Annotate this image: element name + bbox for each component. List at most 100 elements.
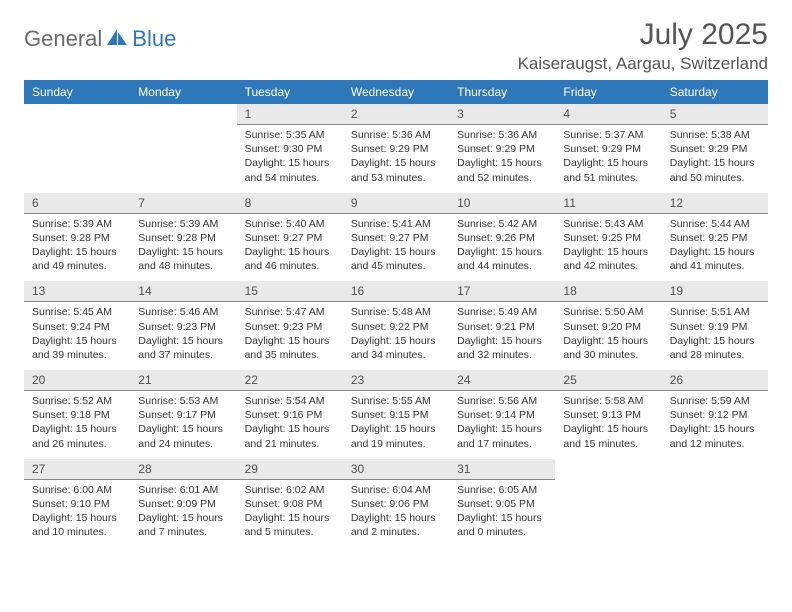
daylight-text: Daylight: 15 hours and 50 minutes. — [670, 156, 760, 184]
sunrise-text: Sunrise: 5:43 AM — [563, 217, 653, 231]
sunrise-text: Sunrise: 5:54 AM — [245, 394, 335, 408]
day-number: 23 — [343, 370, 449, 391]
day-cell: Sunrise: 5:35 AMSunset: 9:30 PMDaylight:… — [237, 125, 343, 193]
day-cell: Sunrise: 5:43 AMSunset: 9:25 PMDaylight:… — [555, 213, 661, 281]
daylight-text: Daylight: 15 hours and 49 minutes. — [32, 245, 122, 273]
day-cell: Sunrise: 6:01 AMSunset: 9:09 PMDaylight:… — [130, 479, 236, 547]
day-number: 22 — [237, 370, 343, 391]
day-number: 31 — [449, 459, 555, 480]
weekday-header: Wednesday — [343, 80, 449, 104]
day-cell: Sunrise: 5:48 AMSunset: 9:22 PMDaylight:… — [343, 302, 449, 370]
day-number: 13 — [24, 281, 130, 302]
day-cell: Sunrise: 5:47 AMSunset: 9:23 PMDaylight:… — [237, 302, 343, 370]
sunset-text: Sunset: 9:19 PM — [670, 320, 760, 334]
calendar-body: 12345Sunrise: 5:35 AMSunset: 9:30 PMDayl… — [24, 104, 768, 547]
sunset-text: Sunset: 9:18 PM — [32, 408, 122, 422]
sunset-text: Sunset: 9:26 PM — [457, 231, 547, 245]
sunrise-text: Sunrise: 5:56 AM — [457, 394, 547, 408]
day-number: 18 — [555, 281, 661, 302]
sunset-text: Sunset: 9:28 PM — [138, 231, 228, 245]
sunset-text: Sunset: 9:24 PM — [32, 320, 122, 334]
day-number: 24 — [449, 370, 555, 391]
sunrise-text: Sunrise: 6:04 AM — [351, 483, 441, 497]
location-subtitle: Kaiseraugst, Aargau, Switzerland — [518, 54, 768, 74]
sunrise-text: Sunrise: 5:41 AM — [351, 217, 441, 231]
sunset-text: Sunset: 9:05 PM — [457, 497, 547, 511]
sunrise-text: Sunrise: 5:46 AM — [138, 305, 228, 319]
day-number: 8 — [237, 193, 343, 214]
day-number: 10 — [449, 193, 555, 214]
weekday-header: Tuesday — [237, 80, 343, 104]
sunrise-text: Sunrise: 5:47 AM — [245, 305, 335, 319]
sunrise-text: Sunrise: 5:36 AM — [351, 128, 441, 142]
sunrise-text: Sunrise: 5:42 AM — [457, 217, 547, 231]
sunrise-text: Sunrise: 6:00 AM — [32, 483, 122, 497]
sunrise-text: Sunrise: 5:50 AM — [563, 305, 653, 319]
sunrise-text: Sunrise: 5:53 AM — [138, 394, 228, 408]
weekday-header: Thursday — [449, 80, 555, 104]
empty-cell — [24, 125, 130, 193]
daylight-text: Daylight: 15 hours and 46 minutes. — [245, 245, 335, 273]
sunset-text: Sunset: 9:16 PM — [245, 408, 335, 422]
day-cell: Sunrise: 5:42 AMSunset: 9:26 PMDaylight:… — [449, 213, 555, 281]
sunset-text: Sunset: 9:29 PM — [563, 142, 653, 156]
daylight-text: Daylight: 15 hours and 41 minutes. — [670, 245, 760, 273]
title-block: July 2025 Kaiseraugst, Aargau, Switzerla… — [518, 18, 768, 74]
day-number: 21 — [130, 370, 236, 391]
day-content-row: Sunrise: 6:00 AMSunset: 9:10 PM Daylight:… — [24, 479, 768, 547]
day-number: 9 — [343, 193, 449, 214]
daylight-text: Daylight: 15 hours and 53 minutes. — [351, 156, 441, 184]
sunset-text: Sunset: 9:25 PM — [670, 231, 760, 245]
logo: General Blue — [24, 18, 176, 52]
daylight-text: Daylight: 15 hours and 37 minutes. — [138, 334, 228, 362]
sunrise-text: Sunrise: 5:51 AM — [670, 305, 760, 319]
daylight-text: Daylight: 15 hours and 2 minutes. — [351, 511, 441, 539]
day-number: 6 — [24, 193, 130, 214]
day-cell: Sunrise: 6:00 AMSunset: 9:10 PMDaylight:… — [24, 479, 130, 547]
day-number: 11 — [555, 193, 661, 214]
sunset-text: Sunset: 9:20 PM — [563, 320, 653, 334]
sunrise-text: Sunrise: 6:01 AM — [138, 483, 228, 497]
day-number: 16 — [343, 281, 449, 302]
sunrise-text: Sunrise: 5:55 AM — [351, 394, 441, 408]
day-cell: Sunrise: 5:56 AMSunset: 9:14 PMDaylight:… — [449, 391, 555, 459]
sunset-text: Sunset: 9:12 PM — [670, 408, 760, 422]
sunrise-text: Sunrise: 5:49 AM — [457, 305, 547, 319]
sunset-text: Sunset: 9:14 PM — [457, 408, 547, 422]
sunset-text: Sunset: 9:13 PM — [563, 408, 653, 422]
day-number: 17 — [449, 281, 555, 302]
empty-cell — [555, 479, 661, 547]
day-cell: Sunrise: 5:45 AMSunset: 9:24 PMDaylight:… — [24, 302, 130, 370]
daylight-text: Daylight: 15 hours and 17 minutes. — [457, 422, 547, 450]
day-number-row: 2728293031 — [24, 459, 768, 480]
calendar-table: SundayMondayTuesdayWednesdayThursdayFrid… — [24, 80, 768, 547]
day-number-row: 13141516171819 — [24, 281, 768, 302]
day-number: 5 — [662, 104, 768, 125]
day-cell: Sunrise: 5:38 AMSunset: 9:29 PMDaylight:… — [662, 125, 768, 193]
sunset-text: Sunset: 9:29 PM — [457, 142, 547, 156]
sunset-text: Sunset: 9:29 PM — [351, 142, 441, 156]
day-cell: Sunrise: 5:40 AMSunset: 9:27 PMDaylight:… — [237, 213, 343, 281]
sunset-text: Sunset: 9:10 PM — [32, 497, 122, 511]
sunrise-text: Sunrise: 5:36 AM — [457, 128, 547, 142]
day-number: 28 — [130, 459, 236, 480]
day-number: 19 — [662, 281, 768, 302]
sunrise-text: Sunrise: 5:39 AM — [32, 217, 122, 231]
sunset-text: Sunset: 9:21 PM — [457, 320, 547, 334]
day-number-row: 12345 — [24, 104, 768, 125]
sunset-text: Sunset: 9:08 PM — [245, 497, 335, 511]
sunrise-text: Sunrise: 5:38 AM — [670, 128, 760, 142]
sunrise-text: Sunrise: 5:45 AM — [32, 305, 122, 319]
empty-cell — [662, 479, 768, 547]
day-content-row: Sunrise: 5:52 AMSunset: 9:18 PMDaylight:… — [24, 391, 768, 459]
empty-cell — [555, 459, 661, 480]
daylight-text: Daylight: 15 hours and 39 minutes. — [32, 334, 122, 362]
day-number: 12 — [662, 193, 768, 214]
sunset-text: Sunset: 9:27 PM — [245, 231, 335, 245]
day-cell: Sunrise: 5:39 AMSunset: 9:28 PMDaylight:… — [130, 213, 236, 281]
sunset-text: Sunset: 9:17 PM — [138, 408, 228, 422]
daylight-text: Daylight: 15 hours and 7 minutes. — [138, 511, 228, 539]
day-content-row: Sunrise: 5:39 AM Sunset: 9:28 PM Daylight:… — [24, 213, 768, 281]
day-cell: Sunrise: 5:41 AMSunset: 9:27 PMDaylight:… — [343, 213, 449, 281]
sunset-text: Sunset: 9:09 PM — [138, 497, 228, 511]
